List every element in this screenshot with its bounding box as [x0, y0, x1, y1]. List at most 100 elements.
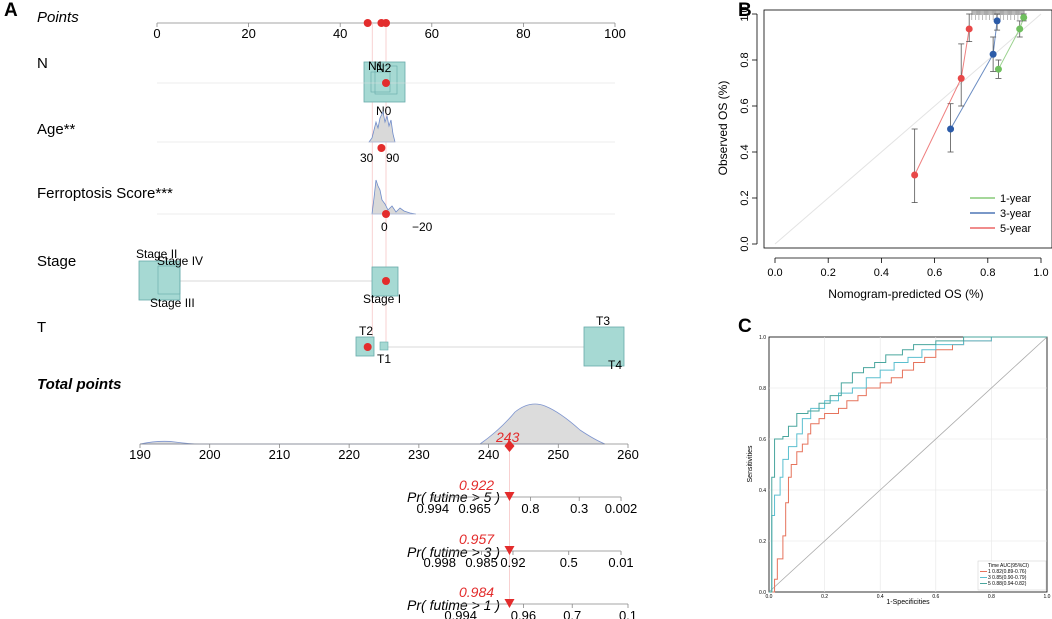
probability-rows: Pr( futime > 5 ) Pr( futime > 3 ) Pr( fu… — [407, 477, 500, 613]
prob-value-1y: 0.984 — [459, 584, 494, 600]
calibration-point — [911, 171, 919, 179]
legend-label: 5-year — [1000, 223, 1032, 235]
age-level-90: 90 — [386, 151, 400, 165]
t-level-t2: T2 — [359, 324, 373, 338]
variable-label-stage: Stage — [37, 253, 76, 270]
legend-label: 1-year — [1000, 193, 1032, 205]
calibration-point — [1016, 25, 1024, 33]
total-tick-label: 220 — [338, 447, 360, 462]
calibration-point — [957, 74, 965, 82]
variable-label-n: N — [37, 55, 48, 72]
roc-y-tick-label: 0.6 — [759, 437, 766, 443]
nomogram-markers — [363, 19, 515, 608]
panel-a-label: A — [4, 0, 18, 21]
roc-x-tick-label: 1.0 — [1044, 594, 1051, 600]
calibration-point — [989, 50, 997, 58]
calibration-point — [994, 65, 1002, 73]
calibration-y-tick-label: 0.6 — [739, 98, 751, 113]
points-tick-label: 100 — [604, 26, 626, 41]
calibration-x-tick-label: 1.0 — [1033, 267, 1048, 279]
calibration-point — [1020, 13, 1028, 21]
t-box-t3 — [583, 326, 625, 367]
prob-tick-label: 0.998 — [423, 555, 456, 570]
selected-level-marker — [363, 343, 372, 351]
age-level-30: 30 — [360, 151, 374, 165]
prob-tick-label: 0.01 — [608, 555, 633, 570]
calibration-panel: B 0.0 0.2 0.4 0.6 0.8 1.0 0.0 0.2 0.4 0.6 0.8 1.0 1… — [716, 0, 1052, 301]
reference-lines — [371, 23, 510, 604]
calibration-point — [965, 25, 973, 33]
total-points-value: 243 — [495, 429, 520, 445]
roc-y-tick-label: 0.4 — [759, 488, 766, 494]
roc-curve — [769, 336, 1047, 593]
roc-legend: Time AUC(95%CI)1 0.82(0.89-0.76)3 0.85(0… — [977, 560, 1047, 591]
calibration-x-tick-label: 0.0 — [767, 267, 782, 279]
total-tick-label: 240 — [478, 447, 500, 462]
selected-point-marker — [363, 19, 372, 27]
roc-curve — [769, 336, 1047, 593]
stage-level-iv: Stage IV — [157, 254, 203, 268]
roc-y-label: Sensitivities — [747, 445, 754, 482]
calibration-rug — [971, 10, 1025, 20]
t-level-t4: T4 — [608, 358, 622, 372]
roc-x-tick-label: 0.0 — [766, 594, 773, 600]
calibration-y-tick-label: 0.8 — [739, 52, 751, 67]
selected-level-marker — [382, 210, 390, 218]
points-tick-label: 20 — [241, 26, 255, 41]
n-box-n2 — [374, 65, 398, 95]
prob-value-3y: 0.957 — [459, 531, 495, 547]
points-tick-label: 60 — [425, 26, 439, 41]
roc-legend-label: 5 0.88(0.94-0.82) — [988, 581, 1027, 587]
total-tick-label: 190 — [129, 447, 151, 462]
calibration-point — [993, 17, 1001, 25]
calibration-plot-frame — [763, 9, 1052, 249]
prob-value-5y: 0.922 — [459, 477, 494, 493]
n-level-n2: N2 — [376, 61, 392, 75]
stage-level-i: Stage I — [363, 292, 401, 306]
calibration-ideal-line — [774, 13, 1042, 245]
prob-tick-label: 0.994 — [417, 501, 450, 516]
points-tick-label: 0 — [153, 26, 160, 41]
total-points-label: Total points — [37, 376, 121, 393]
roc-curve — [769, 336, 1047, 593]
variable-label-ferroptosis: Ferroptosis Score*** — [37, 185, 173, 202]
n-level-n0: N0 — [376, 104, 392, 118]
stage-level-iii: Stage III — [150, 296, 195, 310]
points-tick-label: 80 — [516, 26, 530, 41]
points-tick-label: 40 — [333, 26, 347, 41]
calibration-series — [911, 13, 1028, 204]
stage-box-ii — [138, 260, 181, 301]
calibration-y-tick-label: 0.2 — [739, 190, 751, 205]
roc-x-tick-label: 0.4 — [877, 594, 884, 600]
roc-grid: 0.0 0.2 0.4 0.6 0.8 1.0 0.0 0.2 0.4 0.6 0.8 1.0 — [759, 335, 1051, 600]
roc-x-tick-label: 0.6 — [932, 594, 939, 600]
total-points-density — [139, 403, 606, 445]
points-axis-ticks: 0 20 40 60 80 100 — [153, 23, 626, 41]
roc-y-tick-label: 0.8 — [759, 386, 766, 392]
roc-series — [769, 336, 1047, 593]
calibration-x-tick-label: 0.8 — [980, 267, 995, 279]
selected-level-marker — [377, 144, 386, 152]
prob-label-1y: Pr( futime > 1 ) — [407, 597, 500, 613]
calibration-point — [947, 125, 955, 133]
legend-label: 3-year — [1000, 208, 1032, 220]
nomogram-panel: A Points 0 20 40 60 80 100 N Age** Ferroptosi… — [4, 0, 639, 619]
prob-tick-label: 0.965 — [458, 501, 491, 516]
prob-tick-label: 0.985 — [465, 555, 498, 570]
total-tick-label: 210 — [269, 447, 291, 462]
points-axis-label: Points — [37, 9, 79, 26]
roc-legend-label: 1 0.82(0.89-0.76) — [988, 569, 1027, 575]
age-distribution — [157, 110, 615, 143]
ferroptosis-level-0: 0 — [381, 220, 388, 234]
probability-marker — [504, 492, 515, 501]
roc-y-tick-label: 0.0 — [759, 590, 766, 596]
prob-tick-label: 0.994 — [444, 608, 477, 619]
total-tick-label: 200 — [199, 447, 221, 462]
t-level-t3: T3 — [596, 314, 610, 328]
total-points-ticks: 190 200 210 220 230 240 250 260 — [129, 444, 639, 462]
probability-marker — [504, 546, 515, 555]
total-tick-label: 260 — [617, 447, 639, 462]
selected-level-marker — [382, 277, 390, 285]
calibration-y-tick-label: 1.0 — [739, 6, 751, 21]
prob-tick-label: 0.5 — [560, 555, 578, 570]
